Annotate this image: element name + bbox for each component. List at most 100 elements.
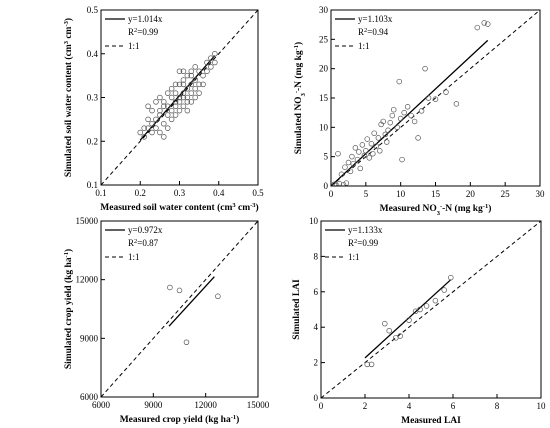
x-tick-label: 15000 xyxy=(247,400,270,410)
data-point xyxy=(453,101,460,107)
data-point xyxy=(417,306,423,313)
plot-frame xyxy=(100,220,259,398)
x-tick-label: 0.1 xyxy=(95,188,106,198)
data-point xyxy=(350,160,357,167)
x-tick-label: 9000 xyxy=(144,400,163,410)
data-point xyxy=(396,78,403,85)
y-tick-label: 0 xyxy=(314,393,319,403)
data-point xyxy=(406,317,412,323)
data-point xyxy=(176,68,183,74)
x-axis-label: Measured crop yield (kg ha-1) xyxy=(120,414,240,426)
fit-line xyxy=(168,276,215,327)
data-point xyxy=(149,107,155,114)
data-point xyxy=(404,104,411,110)
y-tick-label: 20 xyxy=(319,64,329,74)
one-to-one-line xyxy=(101,10,258,185)
y-tick-label: 10 xyxy=(319,122,329,132)
data-point xyxy=(377,148,383,154)
data-point xyxy=(188,81,195,88)
y-tick-label: 6 xyxy=(314,287,319,297)
data-point xyxy=(157,129,163,136)
data-point xyxy=(172,103,179,109)
fit-line xyxy=(139,55,216,141)
one-to-one-line xyxy=(101,221,258,397)
data-point xyxy=(382,131,389,138)
data-point xyxy=(336,180,343,186)
data-point xyxy=(364,136,370,142)
data-point xyxy=(375,135,382,141)
data-point xyxy=(386,327,392,334)
data-point xyxy=(180,68,187,74)
data-point xyxy=(192,64,198,70)
data-point xyxy=(441,287,447,293)
data-point xyxy=(204,68,210,74)
data-point xyxy=(145,103,151,109)
x-tick-label: 2 xyxy=(363,401,368,411)
legend: y=1.014x R2=0.99 1:1 xyxy=(105,14,163,51)
data-point xyxy=(357,165,364,172)
y-tick-label: 0 xyxy=(324,181,329,191)
data-point xyxy=(153,116,159,123)
data-point xyxy=(176,107,183,114)
data-point xyxy=(382,320,388,327)
data-point xyxy=(340,182,347,186)
legend: y=1.133x R2=0.99 1:1 xyxy=(325,225,383,262)
data-point xyxy=(168,85,175,92)
data-point xyxy=(196,81,202,88)
data-point xyxy=(176,99,183,105)
y-tick-label: 0.4 xyxy=(87,49,99,59)
y-tick-label: 4 xyxy=(314,322,319,332)
data-point xyxy=(389,112,396,119)
legend-fit-label: y=0.972x xyxy=(128,225,163,235)
x-tick-label: 6000 xyxy=(92,400,111,410)
data-point xyxy=(172,81,179,88)
data-point xyxy=(359,142,366,148)
panel-lai: 0 2 4 6 8 10 0 2 4 6 8 10 Measured LAI Simulated LAI y… xyxy=(292,216,546,426)
panel-soil-water-content: 0.1 0.2 0.3 0.4 0.5 0.1 0.2 0.3 0.4 0.5 Measured s… xyxy=(63,5,265,213)
data-point xyxy=(212,59,218,66)
data-point xyxy=(383,139,390,145)
legend: y=1.103x R2=0.94 1:1 xyxy=(335,14,393,51)
data-point xyxy=(474,24,481,31)
data-point xyxy=(208,64,214,70)
data-point xyxy=(364,361,370,368)
data-point xyxy=(411,118,418,125)
data-point xyxy=(368,141,375,147)
y-tick-label: 2 xyxy=(314,358,319,368)
data-point xyxy=(153,99,159,105)
data-point xyxy=(141,125,147,131)
y-tick-label: 30 xyxy=(319,5,329,15)
data-point xyxy=(196,68,202,74)
data-point xyxy=(145,116,151,123)
data-point xyxy=(385,127,391,134)
data-point xyxy=(164,112,171,118)
data-point xyxy=(215,293,221,300)
x-tick-label: 6 xyxy=(451,401,456,411)
data-point xyxy=(342,164,348,170)
data-point xyxy=(145,125,151,131)
y-axis-label: Simulated NO3--N (mg kg-1) xyxy=(293,42,307,154)
data-point xyxy=(443,89,449,95)
data-point xyxy=(172,112,179,118)
x-tick-label: 0.5 xyxy=(252,188,264,198)
data-point xyxy=(176,81,183,88)
data-point xyxy=(149,120,155,127)
y-tick-label: 8 xyxy=(314,251,319,261)
data-point xyxy=(172,99,179,105)
x-tick-label: 10 xyxy=(396,189,406,199)
x-tick-label: 25 xyxy=(501,189,511,199)
data-point xyxy=(168,94,175,101)
data-point xyxy=(141,134,147,140)
data-point xyxy=(192,85,198,92)
data-point xyxy=(157,107,163,114)
data-point xyxy=(363,148,369,154)
data-point xyxy=(168,107,175,114)
x-tick-label: 15 xyxy=(431,189,441,199)
data-point xyxy=(380,118,387,125)
data-point xyxy=(161,103,167,109)
data-point xyxy=(333,182,340,186)
data-point xyxy=(180,77,187,83)
x-tick-label: 8 xyxy=(495,401,500,411)
data-point xyxy=(200,81,206,88)
data-point xyxy=(338,171,345,178)
